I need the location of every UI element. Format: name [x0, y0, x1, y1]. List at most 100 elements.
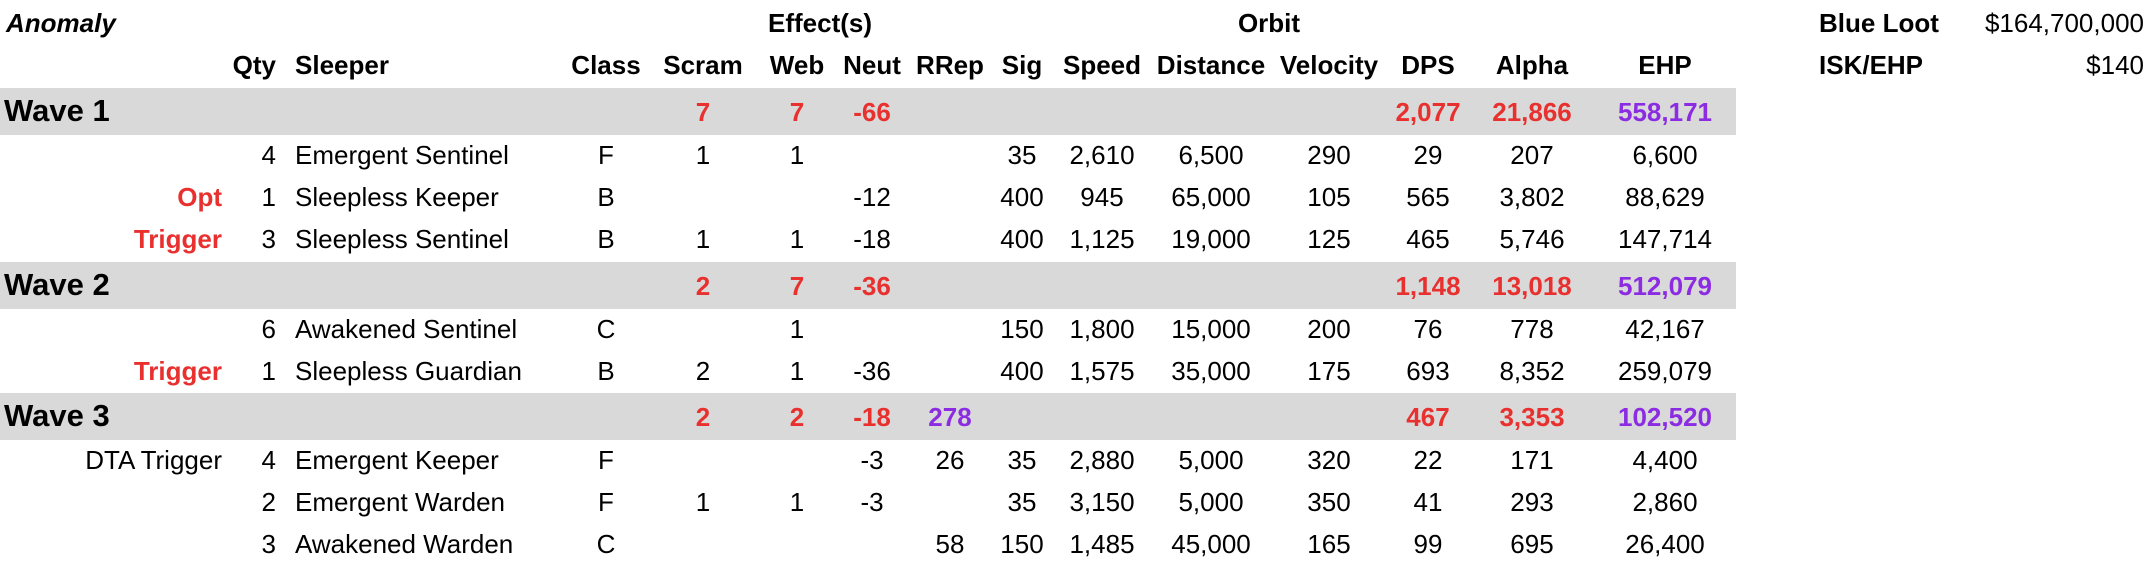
web-cell: 1: [789, 356, 805, 386]
wave-2-title: Wave 2: [4, 267, 110, 302]
neut-cell: -18: [853, 224, 891, 254]
distance-cell: 15,000: [1171, 314, 1251, 344]
distance-cell: 5,000: [1178, 445, 1244, 475]
alpha-cell: 5,746: [1499, 224, 1565, 254]
class-cell: B: [597, 182, 615, 212]
distance-cell: 35,000: [1171, 356, 1251, 386]
speed-cell: 1,800: [1069, 314, 1135, 344]
dps-cell: 693: [1406, 356, 1450, 386]
isk-ehp-label: ISK/EHP: [1819, 50, 1924, 80]
wave-3-total-scram: 2: [695, 402, 711, 432]
sig-cell: 400: [1000, 356, 1044, 386]
wave-3-band: [0, 393, 1736, 440]
sleeper-cell: Sleepless Keeper: [295, 182, 499, 212]
distance-cell: 65,000: [1171, 182, 1251, 212]
wave-3-total-rrep: 278: [928, 402, 972, 432]
wave-1-total-web: 7: [789, 97, 805, 127]
col-sleeper: Sleeper: [295, 50, 389, 80]
distance-cell: 19,000: [1171, 224, 1251, 254]
speed-cell: 3,150: [1069, 487, 1135, 517]
col-rrep: RRep: [916, 50, 984, 80]
dps-cell: 29: [1413, 140, 1443, 170]
alpha-cell: 778: [1510, 314, 1554, 344]
wave-3-total-web: 2: [789, 402, 805, 432]
wave-1-total-ehp: 558,171: [1618, 97, 1712, 127]
trigger-tag: Trigger: [133, 356, 222, 386]
wave-1-total-dps: 2,077: [1395, 97, 1461, 127]
sig-cell: 35: [1007, 487, 1037, 517]
scram-cell: 2: [695, 356, 711, 386]
dps-cell: 99: [1413, 529, 1443, 559]
wave-3-total-alpha: 3,353: [1499, 402, 1565, 432]
sig-cell: 400: [1000, 224, 1044, 254]
wave-1-total-scram: 7: [695, 97, 711, 127]
web-cell: 1: [789, 224, 805, 254]
web-cell: 1: [789, 487, 805, 517]
qty-cell: 1: [261, 182, 276, 212]
ehp-cell: 259,079: [1618, 356, 1712, 386]
speed-cell: 2,610: [1069, 140, 1135, 170]
neut-cell: -3: [860, 487, 884, 517]
qty-cell: 4: [261, 140, 276, 170]
wave-3-total-neut: -18: [853, 402, 891, 432]
class-cell: B: [597, 224, 615, 254]
ehp-cell: 88,629: [1625, 182, 1705, 212]
speed-cell: 2,880: [1069, 445, 1135, 475]
sleeper-cell: Sleepless Sentinel: [295, 224, 509, 254]
speed-cell: 945: [1080, 182, 1124, 212]
qty-cell: 6: [261, 314, 276, 344]
wave-2-total-web: 7: [789, 271, 805, 301]
dps-cell: 22: [1413, 445, 1443, 475]
col-qty: Qty: [232, 50, 276, 80]
class-cell: F: [598, 445, 614, 475]
dps-cell: 565: [1406, 182, 1450, 212]
sig-cell: 150: [1000, 529, 1044, 559]
col-alpha: Alpha: [1495, 50, 1569, 80]
ehp-cell: 42,167: [1625, 314, 1705, 344]
sig-cell: 35: [1007, 140, 1037, 170]
sleeper-cell: Awakened Warden: [295, 529, 514, 559]
anomaly-header: Anomaly: [6, 8, 116, 38]
wave-3-total-ehp: 102,520: [1618, 402, 1712, 432]
col-neut: Neut: [843, 50, 901, 80]
wave-2-total-dps: 1,148: [1395, 271, 1461, 301]
blue-loot-value: $164,700,000: [1984, 8, 2144, 38]
blue-loot-label: Blue Loot: [1819, 8, 1939, 38]
wave-1-title: Wave 1: [4, 93, 110, 128]
velocity-cell: 125: [1307, 224, 1351, 254]
scram-cell: 1: [695, 140, 711, 170]
ehp-cell: 6,600: [1632, 140, 1698, 170]
qty-cell: 2: [261, 487, 276, 517]
dps-cell: 41: [1413, 487, 1443, 517]
class-cell: C: [596, 529, 616, 559]
qty-cell: 3: [261, 224, 276, 254]
wave-1-band: [0, 88, 1736, 135]
speed-cell: 1,485: [1069, 529, 1135, 559]
velocity-cell: 200: [1307, 314, 1351, 344]
col-class: Class: [571, 50, 641, 80]
ehp-cell: 147,714: [1618, 224, 1712, 254]
scram-cell: 1: [695, 224, 711, 254]
rrep-cell: 26: [935, 445, 965, 475]
dps-cell: 76: [1413, 314, 1443, 344]
ehp-cell: 4,400: [1632, 445, 1698, 475]
wave-3-total-dps: 467: [1406, 402, 1450, 432]
effects-header: Effect(s): [767, 8, 873, 38]
wave-2-total-scram: 2: [695, 271, 711, 301]
alpha-cell: 207: [1510, 140, 1554, 170]
neut-cell: -36: [853, 356, 891, 386]
velocity-cell: 175: [1307, 356, 1351, 386]
class-cell: F: [598, 140, 614, 170]
orbit-header: Orbit: [1237, 8, 1301, 38]
dps-cell: 465: [1406, 224, 1450, 254]
qty-cell: 1: [261, 356, 276, 386]
sleeper-cell: Awakened Sentinel: [295, 314, 518, 344]
alpha-cell: 3,802: [1499, 182, 1565, 212]
opt-tag: Opt: [177, 182, 222, 212]
neut-cell: -3: [860, 445, 884, 475]
distance-cell: 6,500: [1178, 140, 1244, 170]
sleeper-cell: Sleepless Guardian: [295, 356, 522, 386]
alpha-cell: 8,352: [1499, 356, 1565, 386]
wave-2-total-ehp: 512,079: [1618, 271, 1712, 301]
col-web: Web: [769, 50, 825, 80]
